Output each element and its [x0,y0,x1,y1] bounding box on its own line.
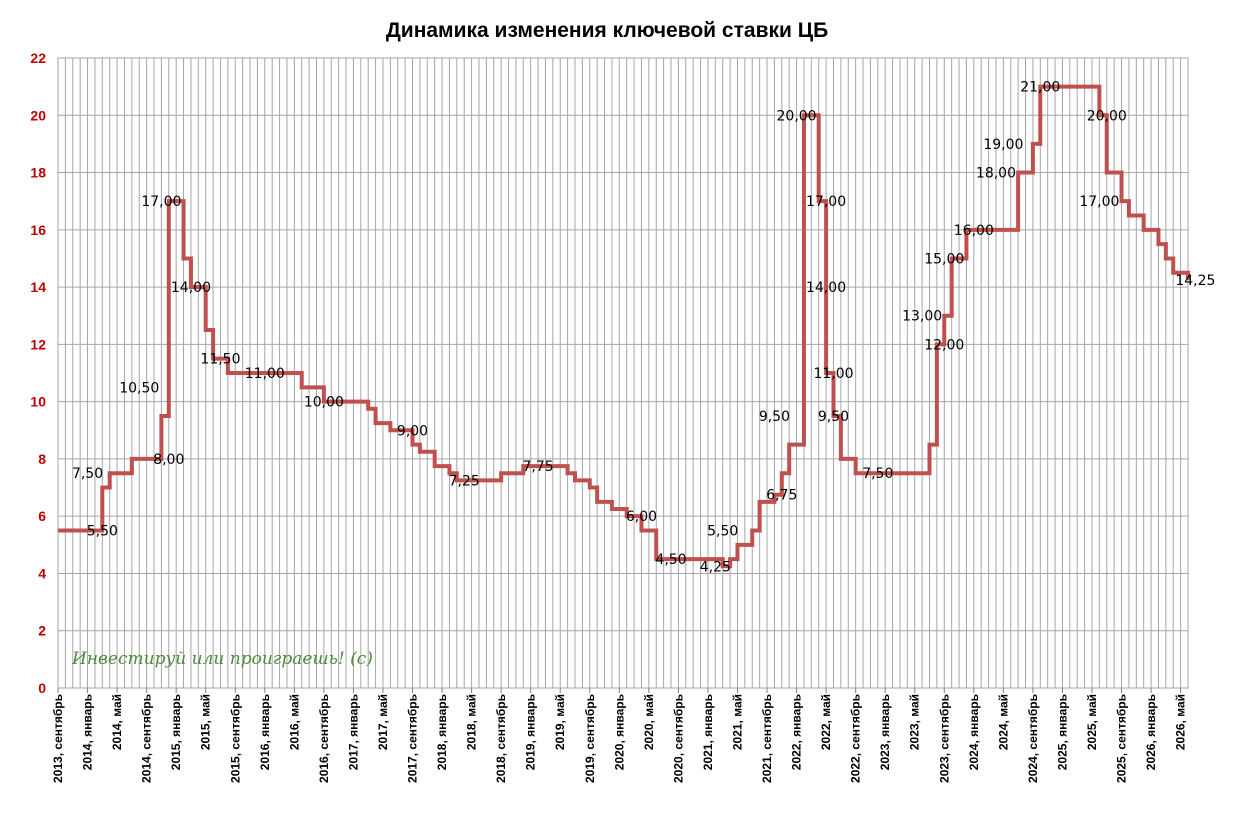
x-tick-label: 2021, май [730,694,744,750]
x-tick-label: 2019, сентябрь [583,694,597,783]
y-tick-label: 20 [30,107,46,123]
y-tick-label: 22 [30,50,46,66]
data-label: 7,50 [72,466,103,482]
data-label: 4,50 [655,552,686,568]
data-label: 9,50 [759,409,790,425]
x-tick-label: 2025, январь [1055,694,1069,770]
watermark: Инвестируй или проиграешь! (с) [71,649,373,669]
data-label: 10,00 [304,395,344,411]
x-tick-label: 2014, май [110,694,124,750]
x-tick-label: 2015, сентябрь [228,694,242,783]
y-tick-label: 16 [30,222,46,238]
x-tick-label: 2021, сентябрь [760,694,774,783]
x-tick-label: 2017, май [376,694,390,750]
data-labels: 7,50 5,50 10,50 8,00 17,00 14,00 11,50 11,00 10,… [72,80,1215,576]
x-tick-label: 2026, май [1174,694,1188,750]
x-tick-label: 2016, январь [258,694,272,770]
y-tick-label: 4 [38,565,46,581]
data-label: 16,00 [954,223,994,239]
x-tick-label: 2015, май [199,694,213,750]
x-tick-label: 2020, сентябрь [671,694,685,783]
y-tick-label: 12 [30,336,46,352]
x-tick-label: 2021, январь [701,694,715,770]
x-tick-label: 2025, май [1085,694,1099,750]
x-tick-label: 2022, январь [790,694,804,770]
y-tick-label: 8 [38,451,46,467]
data-label: 7,50 [862,466,893,482]
y-tick-label: 10 [30,394,46,410]
data-label: 11,50 [200,352,240,368]
x-axis-ticks: 2013, сентябрь 2014, январь 2014, май 2014,… [51,688,1188,783]
x-tick-label: 2023, сентябрь [937,694,951,783]
x-tick-label: 2025, сентябрь [1115,694,1129,783]
data-label: 5,50 [87,524,118,540]
data-label: 11,00 [245,366,285,382]
data-label: 19,00 [983,137,1023,153]
y-tick-label: 18 [30,165,46,181]
x-tick-label: 2022, сентябрь [849,694,863,783]
data-label: 6,00 [626,509,657,525]
x-tick-label: 2015, январь [169,694,183,770]
data-label: 5,50 [707,524,738,540]
data-label: 18,00 [976,166,1016,182]
chart-title: Динамика изменения ключевой ставки ЦБ [386,19,828,42]
data-label: 9,50 [818,409,849,425]
data-label: 17,00 [1079,194,1119,210]
data-label: 9,00 [397,423,428,439]
data-label: 10,50 [119,380,159,396]
x-tick-label: 2016, сентябрь [317,694,331,783]
data-label: 8,00 [153,452,184,468]
rate-series [58,84,1190,569]
data-label: 17,00 [141,194,181,210]
x-tick-label: 2018, январь [435,694,449,770]
data-label: 17,00 [806,194,846,210]
data-label: 15,00 [924,251,964,267]
data-label: 14,00 [171,280,211,296]
data-label: 11,00 [813,366,853,382]
data-label: 20,00 [1087,108,1127,124]
x-tick-label: 2014, сентябрь [140,694,154,783]
x-tick-label: 2018, май [465,694,479,750]
x-tick-label: 2023, май [908,694,922,750]
x-tick-label: 2017, январь [346,694,360,770]
x-tick-label: 2019, май [553,694,567,750]
data-label: 20,00 [777,108,817,124]
data-label: 12,00 [924,337,964,353]
gridlines [57,57,1189,689]
x-tick-label: 2020, май [642,694,656,750]
rate-step-line [58,84,1190,569]
x-tick-label: 2014, январь [81,694,95,770]
data-label: 4,25 [700,559,731,575]
y-tick-label: 2 [38,623,46,639]
data-label: 7,75 [522,459,553,475]
x-tick-label: 2016, май [287,694,301,750]
data-label: 13,00 [902,309,942,325]
data-label: 6,75 [766,488,797,504]
y-tick-label: 14 [30,279,46,295]
x-tick-label: 2017, сентябрь [406,694,420,783]
x-tick-label: 2019, январь [524,694,538,770]
x-tick-label: 2018, сентябрь [494,694,508,783]
x-tick-label: 2024, январь [967,694,981,770]
x-tick-label: 2026, январь [1144,694,1158,770]
x-tick-label: 2013, сентябрь [51,694,65,783]
data-label: 7,25 [449,473,480,489]
data-label: 14,00 [806,280,846,296]
x-tick-label: 2020, январь [612,694,626,770]
x-tick-label: 2022, май [819,694,833,750]
y-tick-label: 6 [38,508,46,524]
x-tick-label: 2023, январь [878,694,892,770]
data-label: 21,00 [1020,80,1060,96]
y-tick-label: 0 [38,680,46,696]
y-axis-ticks: 0 2 4 6 8 10 12 14 16 18 20 22 [30,50,46,696]
x-tick-label: 2024, май [996,694,1010,750]
data-label: 14,25 [1175,273,1215,289]
x-tick-label: 2024, сентябрь [1026,694,1040,783]
